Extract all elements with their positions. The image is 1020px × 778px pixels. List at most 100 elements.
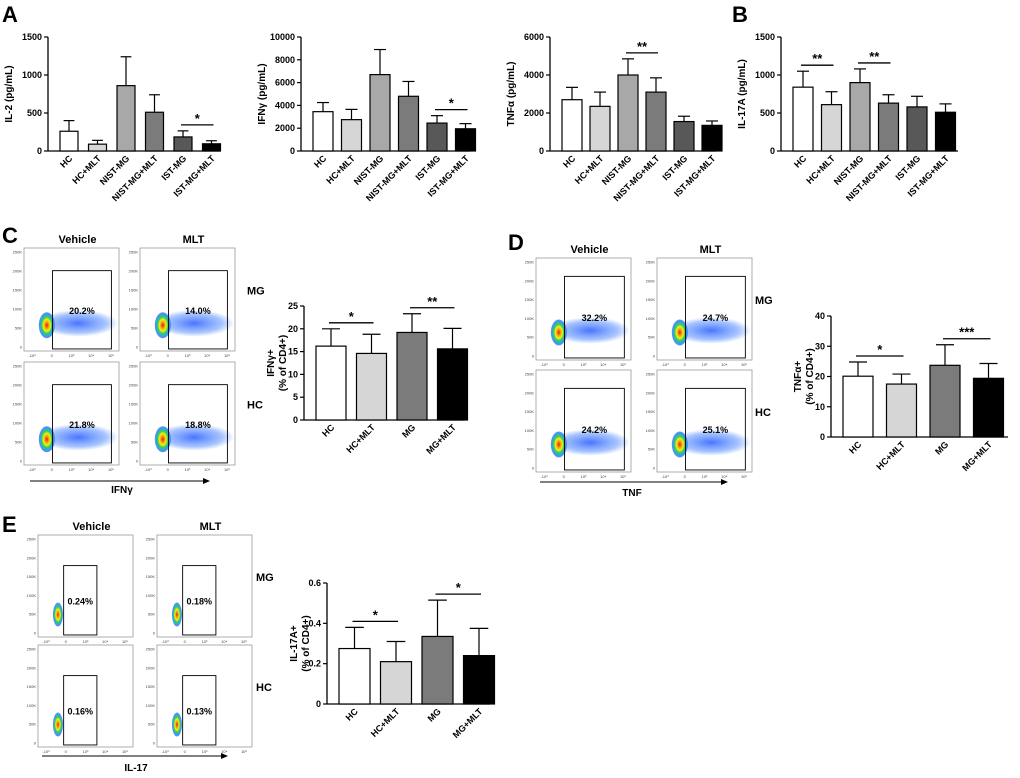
significance-label: * xyxy=(877,342,883,357)
flow-y-tick: 100K xyxy=(525,316,535,321)
y-tick-label: 30 xyxy=(815,341,825,351)
flow-y-tick: 0 xyxy=(34,631,37,636)
flow-x-tick: 10⁵ xyxy=(122,749,128,754)
bar-hc xyxy=(338,647,371,705)
significance-label: * xyxy=(349,309,355,324)
flow-y-tick: 50K xyxy=(29,612,36,617)
flow-density-tail xyxy=(154,309,235,337)
flow-plot: 250K 200K 150K 100K 50K 0 -10³ 0 10³ 10⁴ 10⁵ 24.2% xyxy=(525,369,632,479)
flow-x-tick: -10³ xyxy=(661,362,669,367)
flow-column-title: MLT xyxy=(700,244,722,256)
y-tick-label: 1000 xyxy=(755,70,775,80)
bar-chart-d: 0 10 20 30 40 TNFα+ (% of CD4+) HC HC+MLT MG MG+ML… xyxy=(793,311,1008,473)
y-tick-label: 15 xyxy=(288,347,298,357)
flow-x-tick: 10⁴ xyxy=(88,467,94,472)
flow-y-tick: 100K xyxy=(13,421,23,426)
flow-y-tick: 150K xyxy=(646,409,656,414)
flow-gate xyxy=(685,275,746,359)
y-axis-label: IL-17A (pg/mL) xyxy=(737,59,748,129)
flow-row-label: HC xyxy=(247,399,263,411)
category-label: MG xyxy=(426,706,443,723)
y-tick-label: 500 xyxy=(760,108,775,118)
y-tick-label: 0.2 xyxy=(308,659,321,669)
flow-x-tick: 10⁵ xyxy=(241,639,247,644)
flow-y-tick: 0 xyxy=(34,741,37,746)
y-axis-label: TNFα+ xyxy=(793,361,804,393)
bar-nist-mg xyxy=(116,85,136,152)
bar-hc-plus-mlt xyxy=(340,119,363,152)
bar-mg xyxy=(929,364,961,438)
flow-density-core xyxy=(52,712,63,737)
flow-y-tick: 250K xyxy=(129,364,139,369)
flow-x-tick: -10³ xyxy=(28,467,36,472)
category-label: HC xyxy=(320,422,337,439)
y-tick-label: 4000 xyxy=(524,70,544,80)
flow-y-tick: 150K xyxy=(525,409,535,414)
flow-x-tick: 0 xyxy=(684,362,687,367)
y-tick-label: 8000 xyxy=(275,55,295,65)
bar-hc xyxy=(561,99,583,152)
flow-x-tick: -10³ xyxy=(144,467,152,472)
flow-x-tick: 10³ xyxy=(702,362,708,367)
bar-hc-plus-mlt xyxy=(355,352,388,421)
flow-x-tick: 10⁴ xyxy=(102,749,108,754)
flow-y-tick: 200K xyxy=(27,555,37,560)
y-tick-label: 0 xyxy=(290,146,295,156)
flow-panel-c: Vehicle MLT MG HC 250K 200K 150K 100K 50K 0 -10³ 0 1… xyxy=(13,234,265,496)
flow-y-tick: 250K xyxy=(146,647,156,652)
flow-plot: 250K 200K 150K 100K 50K 0 -10³ 0 10³ 10⁴ 10⁵ 25.1% xyxy=(646,369,753,479)
flow-gate xyxy=(63,565,98,636)
flow-density-tail xyxy=(154,423,235,451)
gate-percentage: 0.18% xyxy=(187,596,213,606)
y-tick-label: 10 xyxy=(288,369,298,379)
flow-panel-d: Vehicle MLT MG HC 250K 200K 150K 100K 50K 0 -10³ 0 1… xyxy=(525,244,773,499)
flow-y-tick: 50K xyxy=(527,335,534,340)
flow-x-tick: 10⁵ xyxy=(108,353,114,358)
flow-x-tick: 10⁵ xyxy=(108,467,114,472)
flow-density-core xyxy=(38,426,55,453)
bar-mg xyxy=(396,331,428,421)
flow-x-tick: -10³ xyxy=(144,353,152,358)
significance-label: * xyxy=(456,580,462,595)
flow-density-core xyxy=(38,312,55,339)
flow-y-tick: 200K xyxy=(646,390,656,395)
flow-density-core xyxy=(171,602,182,627)
category-label: MG+MLT xyxy=(960,439,994,473)
y-tick-label: 10 xyxy=(815,402,825,412)
flow-x-tick: 10³ xyxy=(69,467,75,472)
gate-percentage: 24.2% xyxy=(582,425,608,435)
flow-x-tick: 10⁵ xyxy=(741,474,747,479)
flow-y-tick: 250K xyxy=(13,364,23,369)
significance-label: ** xyxy=(427,294,438,309)
marker-arrow-head xyxy=(203,478,210,484)
flow-x-tick: -10³ xyxy=(28,353,36,358)
flow-x-tick: 0 xyxy=(563,362,566,367)
flow-y-tick: 200K xyxy=(525,390,535,395)
flow-plot: 250K 200K 150K 100K 50K 0 -10³ 0 10³ 10⁴ 10⁵ 0.24% xyxy=(27,534,134,644)
bar-hc-plus-mlt xyxy=(589,105,611,152)
flow-gate xyxy=(564,275,625,359)
category-label: HC xyxy=(561,153,578,170)
flow-density-tail xyxy=(38,309,119,337)
flow-density-tail xyxy=(38,423,119,451)
bar-ist-mg-plus-mlt xyxy=(454,128,477,152)
y-tick-label: 25 xyxy=(288,301,298,311)
flow-y-tick: 250K xyxy=(525,372,535,377)
flow-row-label: MG xyxy=(247,285,265,297)
flow-y-tick: 250K xyxy=(525,260,535,265)
bar-hc xyxy=(842,375,874,438)
flow-gate xyxy=(63,675,98,746)
flow-x-tick: 10³ xyxy=(69,353,75,358)
y-tick-label: 6000 xyxy=(275,78,295,88)
y-tick-label: 0 xyxy=(293,415,298,425)
y-tick-label: 20 xyxy=(815,372,825,382)
flow-x-tick: 0 xyxy=(563,474,566,479)
y-axis-label-sub: (% of CD4+) xyxy=(301,615,312,671)
flow-x-tick: 10⁵ xyxy=(620,362,626,367)
marker-label: IL-17 xyxy=(124,763,148,774)
flow-gate xyxy=(182,675,217,746)
flow-density-core xyxy=(171,712,182,737)
bar-ist-mg xyxy=(906,106,928,152)
